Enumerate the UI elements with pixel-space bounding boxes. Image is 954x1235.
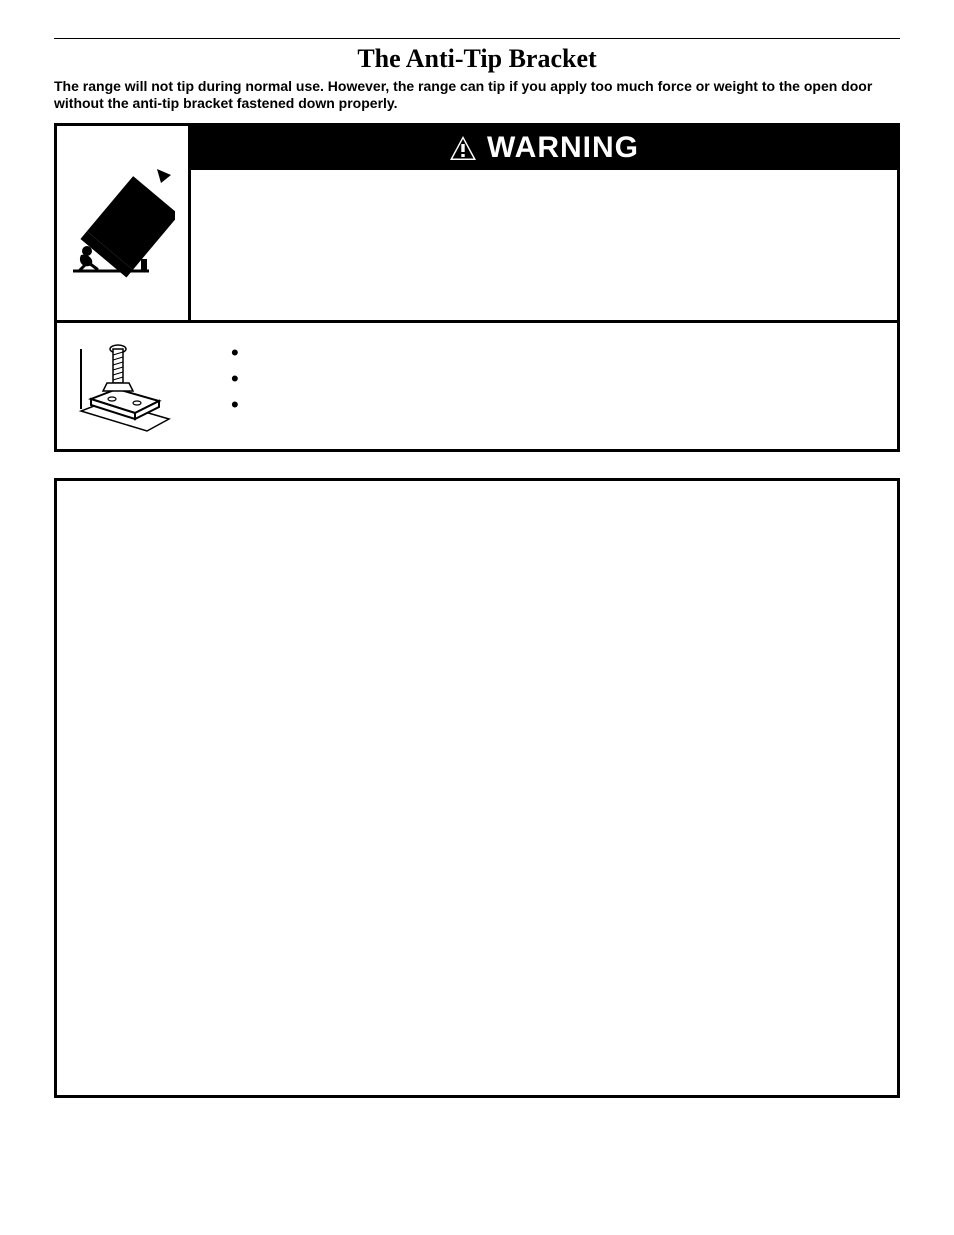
anti-tip-bracket-icon — [77, 339, 171, 433]
tipping-range-icon — [71, 163, 175, 283]
box-gap — [54, 452, 900, 478]
bracket-illustration-cell — [57, 323, 191, 449]
page: The Anti-Tip Bracket The range will not … — [0, 0, 954, 1235]
warning-triangle-icon — [449, 135, 477, 161]
bullet-1: • — [231, 341, 877, 367]
warning-cell: WARNING — [191, 126, 897, 320]
section-title: The Anti-Tip Bracket — [54, 45, 900, 74]
bullet-2: • — [231, 367, 877, 393]
warning-body — [191, 170, 897, 320]
warning-label: WARNING — [487, 131, 639, 165]
warning-box-row-2: • • • — [57, 320, 897, 449]
bullet-cell: • • • — [191, 323, 897, 449]
tipping-illustration-cell — [57, 126, 191, 320]
warning-bar: WARNING — [191, 126, 897, 170]
warning-box-row-1: WARNING — [57, 126, 897, 320]
intro-paragraph: The range will not tip during normal use… — [54, 78, 900, 113]
warning-box: WARNING — [54, 123, 900, 452]
secondary-box — [54, 478, 900, 1098]
bullet-3: • — [231, 393, 877, 419]
top-rule — [54, 38, 900, 39]
